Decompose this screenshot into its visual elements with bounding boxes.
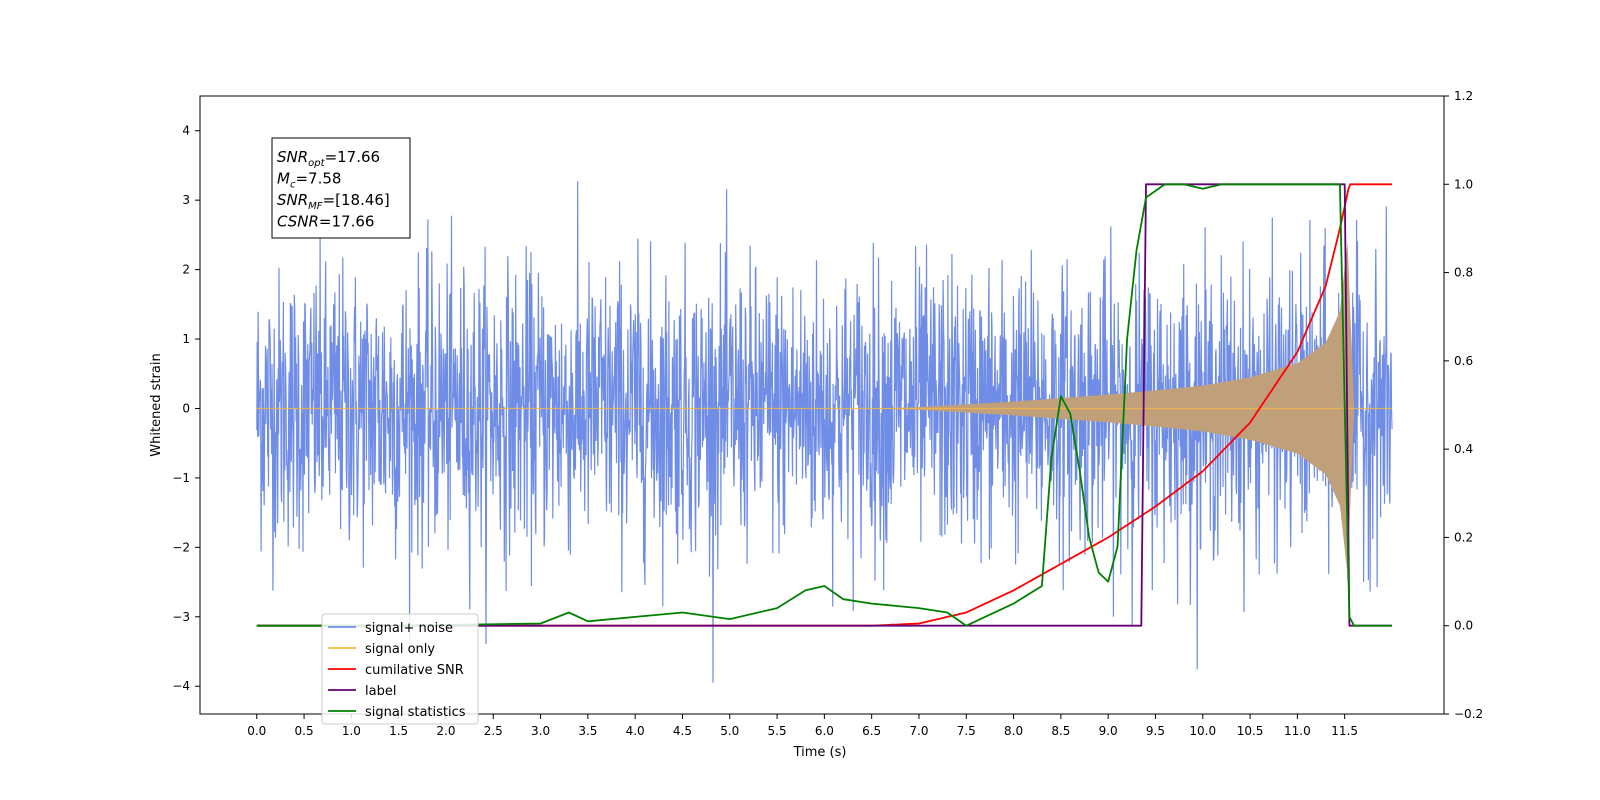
x-tick-label: 3.5 bbox=[578, 724, 597, 738]
annotation-symbol: SNR bbox=[277, 191, 308, 209]
annotation-line: Mc=7.58 bbox=[277, 170, 341, 191]
x-tick-label: 7.5 bbox=[957, 724, 976, 738]
x-tick-label: 1.5 bbox=[389, 724, 408, 738]
annotation-symbol: CSNR bbox=[277, 213, 319, 231]
x-tick-label: 7.0 bbox=[909, 724, 928, 738]
x-tick-label: 10.0 bbox=[1189, 724, 1216, 738]
x-tick-label: 9.5 bbox=[1146, 724, 1165, 738]
legend-label: signal+ noise bbox=[365, 621, 453, 636]
y2-tick-label: 1.0 bbox=[1454, 177, 1473, 191]
y-tick-label: −4 bbox=[172, 679, 190, 693]
y2-tick-label: 0.8 bbox=[1454, 266, 1473, 280]
legend-frame bbox=[321, 613, 479, 725]
plot-frame bbox=[199, 95, 1445, 715]
x-tick-label: 8.5 bbox=[1051, 724, 1070, 738]
legend: signal+ noise signal only cumilative SNR la… bbox=[321, 613, 479, 725]
y-tick-label: −1 bbox=[172, 471, 190, 485]
x-tick-label: 4.5 bbox=[673, 724, 692, 738]
annotation-symbol: M bbox=[277, 170, 290, 188]
y-tick-label: −3 bbox=[172, 610, 190, 624]
annotation-symbol: SNR bbox=[277, 148, 308, 166]
annotation-line: SNRopt=17.66 bbox=[277, 148, 380, 169]
x-tick-label: 9.0 bbox=[1099, 724, 1118, 738]
x-tick-label: 2.0 bbox=[436, 724, 455, 738]
y2-tick-label: −0.2 bbox=[1454, 707, 1483, 721]
y2-tick-label: 1.2 bbox=[1454, 89, 1473, 103]
axes: 0.0 0.5 1.0 1.5 2.0 2.5 3.0 3.5 4.0 4.5 5.0 5.5 6.0 6… bbox=[172, 89, 1483, 738]
x-tick-label: 3.0 bbox=[531, 724, 550, 738]
x-tick-label: 11.0 bbox=[1284, 724, 1311, 738]
legend-label: cumilative SNR bbox=[365, 663, 464, 678]
annotation-subscript: MF bbox=[308, 201, 323, 212]
y-tick-label: 3 bbox=[182, 193, 190, 207]
annotation-line: CSNR=17.66 bbox=[277, 213, 374, 231]
annotation-value: =7.58 bbox=[295, 170, 341, 188]
y-tick-label: 0 bbox=[182, 401, 190, 415]
x-tick-label: 5.0 bbox=[720, 724, 739, 738]
y2-tick-label: 0.6 bbox=[1454, 354, 1473, 368]
x-tick-label: 6.5 bbox=[862, 724, 881, 738]
annotation-line: SNRMF=[18.46] bbox=[277, 191, 390, 212]
y-axis-label: Whitened strain bbox=[149, 353, 164, 456]
y2-tick-label: 0.0 bbox=[1454, 619, 1473, 633]
annotation-subscript: c bbox=[290, 180, 296, 191]
y2-tick-label: 0.4 bbox=[1454, 442, 1473, 456]
x-tick-label: 1.0 bbox=[342, 724, 361, 738]
x-tick-label: 11.5 bbox=[1331, 724, 1358, 738]
x-tick-label: 6.0 bbox=[815, 724, 834, 738]
y-tick-label: 2 bbox=[182, 263, 190, 277]
legend-label: signal only bbox=[365, 642, 435, 657]
x-tick-label: 10.5 bbox=[1237, 724, 1264, 738]
y2-tick-label: 0.2 bbox=[1454, 530, 1473, 544]
legend-label: label bbox=[365, 684, 396, 699]
x-axis-label: Time (s) bbox=[793, 745, 847, 760]
legend-label: signal statistics bbox=[365, 705, 466, 720]
series-signal-statistics-line bbox=[256, 183, 1392, 627]
annotation-value: =[18.46] bbox=[323, 191, 390, 209]
x-tick-label: 0.0 bbox=[247, 724, 266, 738]
x-tick-label: 2.5 bbox=[484, 724, 503, 738]
x-tick-label: 5.5 bbox=[768, 724, 787, 738]
x-tick-label: 0.5 bbox=[295, 724, 314, 738]
y-tick-label: 4 bbox=[182, 124, 190, 138]
y-tick-label: −2 bbox=[172, 540, 190, 554]
y-tick-label: 1 bbox=[182, 332, 190, 346]
x-tick-label: 4.0 bbox=[626, 724, 645, 738]
annotation-value: =17.66 bbox=[319, 213, 375, 231]
annotation-value: =17.66 bbox=[325, 148, 381, 166]
annotation-box: SNRopt=17.66Mc=7.58SNRMF=[18.46]CSNR=17.… bbox=[271, 137, 411, 239]
annotation-subscript: opt bbox=[308, 158, 325, 169]
annotation-frame bbox=[271, 137, 411, 239]
x-tick-label: 8.0 bbox=[1004, 724, 1023, 738]
